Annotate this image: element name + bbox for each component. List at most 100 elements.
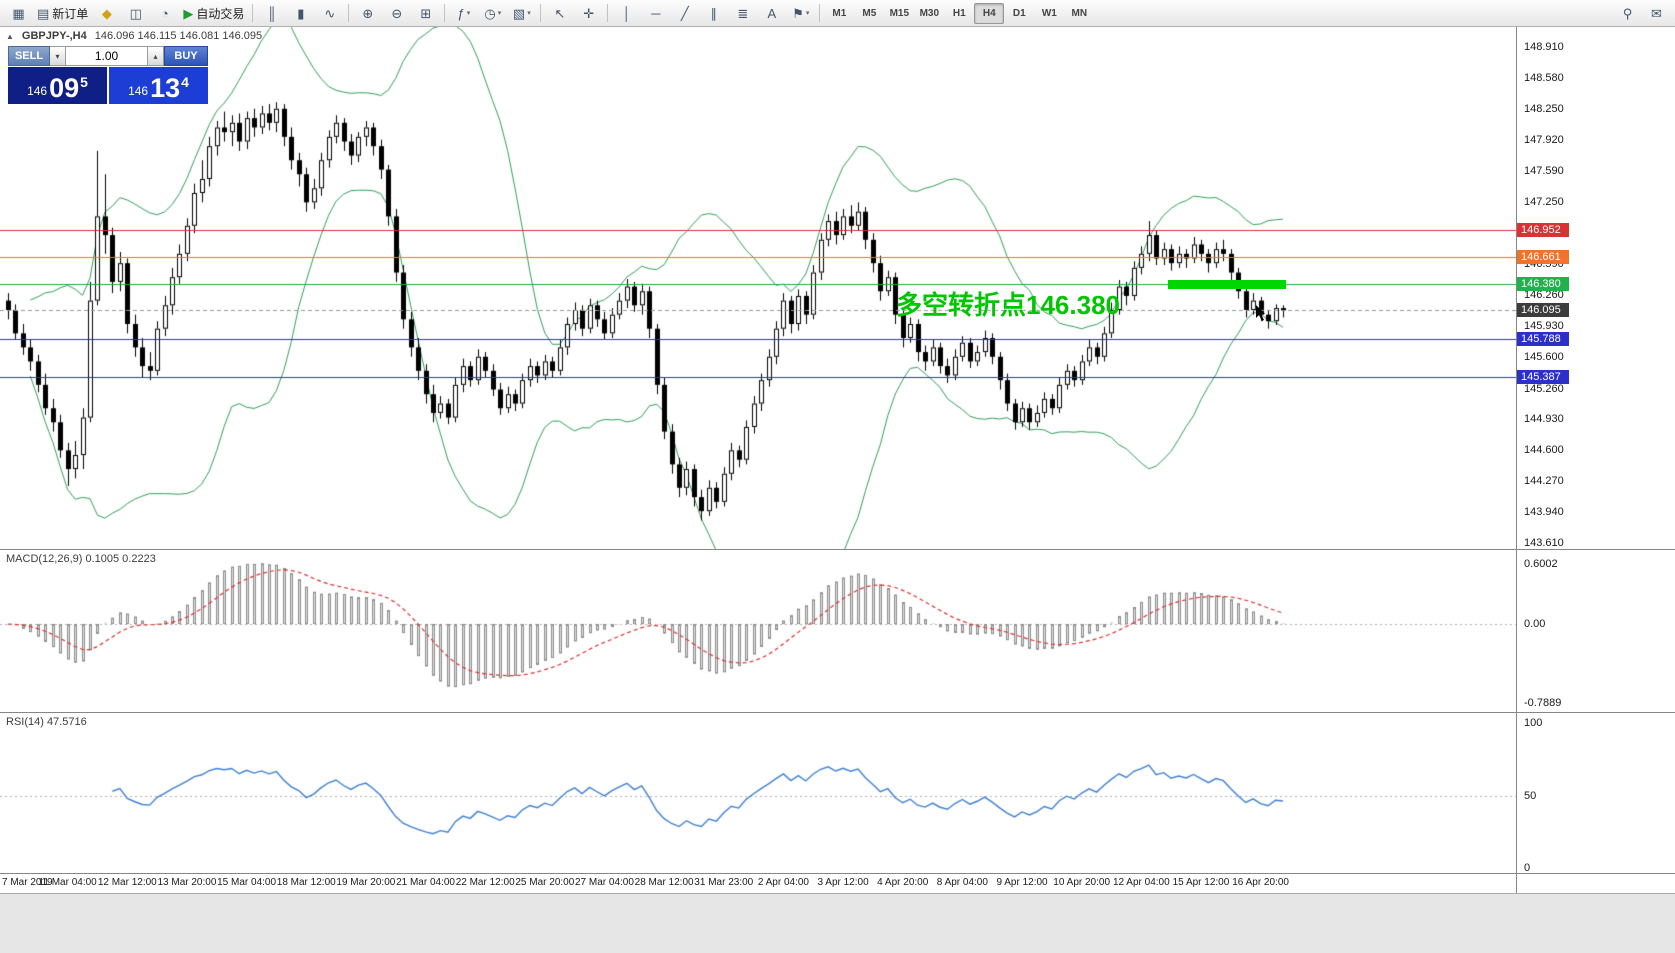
periods-icon: ◷ [484, 5, 496, 21]
messages-button[interactable]: ✉ [1642, 2, 1671, 25]
indicators-button[interactable]: ƒ ▾ [449, 2, 478, 25]
highlight-bar [1168, 279, 1286, 289]
toolbar: ▦ ▤ 新订单 ◆ ◫ ◔ ▶ 自动交易 ║ ▮ ∿ ⊕ ⊖ ⊞ ƒ ▾ ◷ ▾ ▧ ▾ ↖ ✛ │ ─ ╱ ∥ ≣ A ⚑ ▾ M1 M5… [0, 0, 1675, 27]
autotrading-icon: ▶ [183, 5, 194, 21]
line-chart-icon: ∿ [324, 5, 336, 21]
macd-canvas[interactable] [0, 550, 1516, 712]
price-tag: 145.387 [1517, 369, 1569, 384]
cursor-button[interactable]: ↖ [545, 2, 574, 25]
crosshair-button[interactable]: ✛ [574, 2, 603, 25]
sell-button[interactable]: SELL [8, 46, 50, 66]
trendline-button[interactable]: ╱ [670, 2, 699, 25]
zoom-out-button[interactable]: ⊖ [382, 2, 411, 25]
vertical-line-icon: │ [622, 5, 631, 21]
crosshair-icon: ✛ [583, 5, 595, 21]
search-button[interactable]: ⚲ [1613, 2, 1642, 25]
timeframe-h4[interactable]: H4 [974, 2, 1005, 24]
data-window-button[interactable]: ◫ [121, 2, 150, 25]
price-axis-label: 145.600 [1524, 350, 1564, 363]
timeframe-mn[interactable]: MN [1071, 7, 1088, 19]
tile-windows-icon: ⊞ [420, 5, 432, 21]
macd-panel[interactable]: MACD(12,26,9) 0.1005 0.2223 [0, 549, 1516, 712]
time-axis-label: 28 Mar 12:00 [634, 877, 694, 888]
window-bottom [0, 893, 1675, 953]
time-axis[interactable]: 7 Mar 2019 11 Mar 04:00 12 Mar 12:00 13 Mar… [0, 873, 1516, 893]
time-axis-label: 12 Apr 04:00 [1112, 877, 1170, 888]
cursor-icon: ↖ [554, 5, 566, 21]
timeframe-m1[interactable]: M1 [832, 7, 847, 19]
volume-down-button[interactable]: ▾ [50, 46, 66, 66]
macd-axis-label: 0.6002 [1524, 558, 1558, 570]
bid-pip-digit: 5 [80, 74, 88, 90]
timeframe-d1[interactable]: D1 [1012, 7, 1026, 19]
volume-input[interactable]: 1.00 [66, 46, 148, 66]
arrows-button[interactable]: ⚑ ▾ [786, 2, 815, 25]
bid-price[interactable]: 146 09 5 [8, 67, 107, 104]
time-axis-label: 9 Apr 12:00 [996, 877, 1048, 888]
strategy-tester-icon: ◔ [160, 5, 169, 21]
market-watch-button[interactable]: ◆ [92, 2, 121, 25]
rsi-label: RSI(14) 47.5716 [6, 716, 87, 728]
bar-chart-icon: ║ [267, 5, 277, 21]
ask-prefix: 146 [128, 84, 149, 98]
timeframe-m15[interactable]: M15 [889, 7, 910, 19]
timeframe-m30[interactable]: M30 [919, 7, 940, 19]
price-axis-label: 147.250 [1524, 196, 1564, 209]
price-axis-label: 147.920 [1524, 133, 1564, 146]
timeframe-w1[interactable]: W1 [1041, 7, 1057, 19]
toolbar-separator [540, 4, 542, 22]
chart-symbol: GBPJPY-,H4 [21, 30, 87, 42]
strategy-tester-button[interactable]: ◔ [150, 2, 179, 25]
rsi-canvas[interactable] [0, 713, 1516, 873]
macd-axis-label: 0.00 [1524, 618, 1546, 631]
time-axis-label: 2 Apr 04:00 [757, 877, 809, 888]
buy-button[interactable]: BUY [164, 46, 208, 66]
messages-icon: ✉ [1651, 5, 1662, 21]
line-chart-button[interactable]: ∿ [315, 2, 344, 25]
new-order-label: 新订单 [52, 6, 89, 21]
price-axis[interactable]: 148.910 148.580 148.250 147.920 147.590 147.2… [1516, 27, 1675, 549]
oneclick-trade-panel: SELL ▾ 1.00 ▴ BUY 146 09 5 146 13 4 [8, 46, 208, 104]
price-axis-label: 145.930 [1524, 319, 1564, 332]
timeframe-h1[interactable]: H1 [952, 7, 966, 19]
equidistant-channel-button[interactable]: ∥ [699, 2, 728, 25]
rsi-panel[interactable]: RSI(14) 47.5716 [0, 712, 1516, 873]
periods-dropdown-icon: ▾ [497, 10, 502, 17]
oneclick-toggle-icon[interactable]: ▲ [6, 31, 14, 41]
price-axis-label: 148.250 [1524, 102, 1564, 115]
ask-price[interactable]: 146 13 4 [109, 67, 208, 104]
market-watch-icon: ◆ [101, 5, 112, 21]
timeframe-group: M1 M5 M15 M30 H1 H4 D1 W1 MN [824, 2, 1094, 24]
equidistant-channel-icon: ∥ [710, 5, 718, 21]
timeframe-m5[interactable]: M5 [862, 7, 877, 19]
autotrading-button[interactable]: ▶ 自动交易 [179, 2, 248, 25]
fibonacci-icon: ≣ [737, 5, 749, 21]
new-order-button[interactable]: ▤ 新订单 [33, 2, 92, 25]
volume-up-button[interactable]: ▴ [148, 46, 164, 66]
price-chart-canvas[interactable] [0, 27, 1516, 549]
time-axis-label: 16 Apr 20:00 [1232, 877, 1289, 888]
tile-windows-button[interactable]: ⊞ [411, 2, 440, 25]
chart-ohlc: 146.096 146.115 146.081 146.095 [94, 30, 263, 42]
vertical-line-button[interactable]: │ [612, 2, 641, 25]
chart-window-button[interactable]: ▦ [4, 2, 33, 25]
time-axis-label: 27 Mar 04:00 [575, 877, 634, 888]
trendline-icon: ╱ [680, 5, 689, 21]
price-tag: 146.952 [1517, 223, 1569, 238]
periods-button[interactable]: ◷ ▾ [478, 2, 507, 25]
time-axis-label: 19 Mar 20:00 [336, 877, 396, 888]
text-button[interactable]: A [757, 2, 786, 25]
time-axis-label: 4 Apr 20:00 [877, 877, 929, 888]
fibonacci-button[interactable]: ≣ [728, 2, 757, 25]
rsi-axis: 100 50 0 [1516, 712, 1675, 874]
price-chart[interactable]: ▲ GBPJPY-,H4 146.096 146.115 146.081 146… [0, 27, 1516, 549]
price-axis-label: 143.610 [1524, 537, 1564, 549]
arrows-icon: ⚑ [792, 5, 804, 21]
time-axis-label: 21 Mar 04:00 [396, 877, 455, 888]
zoom-in-button[interactable]: ⊕ [353, 2, 382, 25]
horizontal-line-button[interactable]: ─ [641, 2, 670, 25]
candlestick-chart-button[interactable]: ▮ [286, 2, 315, 25]
bar-chart-button[interactable]: ║ [257, 2, 286, 25]
time-axis-label: 7 Mar 2019 [2, 877, 53, 888]
templates-button[interactable]: ▧ ▾ [507, 2, 536, 25]
